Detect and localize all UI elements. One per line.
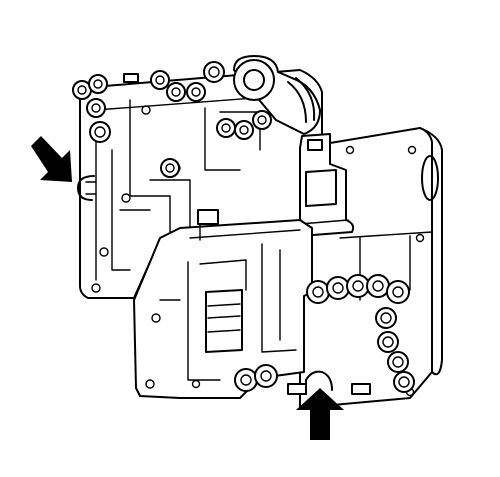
arrow-bottom-callout xyxy=(296,388,344,440)
arrow-pointer-icon xyxy=(31,136,72,182)
bottom-right-boss-chain xyxy=(306,274,415,393)
arrow-left-callout xyxy=(31,136,72,182)
right-valve-channel xyxy=(299,133,355,237)
bottom-boss-row xyxy=(234,364,371,395)
tube-boss xyxy=(233,55,321,135)
arrow-pointer-icon xyxy=(296,388,344,440)
lower-plate xyxy=(133,209,313,399)
top-boss-row xyxy=(72,61,272,178)
